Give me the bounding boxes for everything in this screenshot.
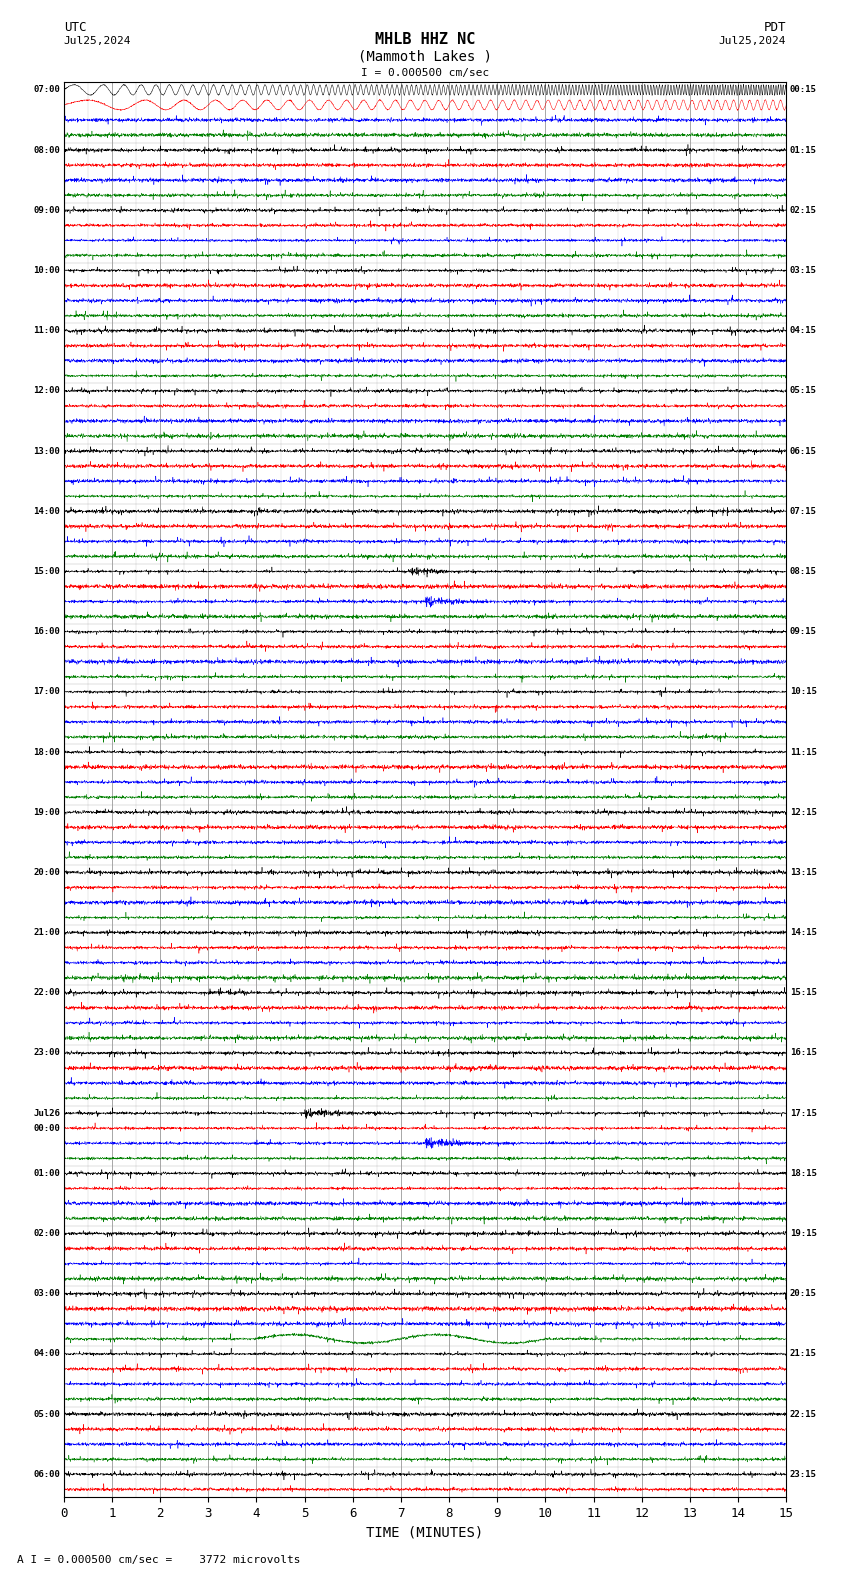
Text: 23:00: 23:00 (33, 1049, 60, 1058)
Text: 07:00: 07:00 (33, 86, 60, 95)
Text: 01:15: 01:15 (790, 146, 817, 155)
Text: 04:15: 04:15 (790, 326, 817, 336)
Text: 15:00: 15:00 (33, 567, 60, 577)
Text: 06:00: 06:00 (33, 1470, 60, 1479)
Text: 21:15: 21:15 (790, 1350, 817, 1359)
Text: 20:00: 20:00 (33, 868, 60, 878)
Text: 10:15: 10:15 (790, 687, 817, 697)
Text: Jul25,2024: Jul25,2024 (64, 36, 131, 46)
Text: Jul26: Jul26 (33, 1109, 60, 1118)
Text: 15:15: 15:15 (790, 988, 817, 998)
Text: 04:00: 04:00 (33, 1350, 60, 1359)
Text: I = 0.000500 cm/sec: I = 0.000500 cm/sec (361, 68, 489, 78)
Text: 09:15: 09:15 (790, 627, 817, 637)
Text: 08:00: 08:00 (33, 146, 60, 155)
Text: 05:00: 05:00 (33, 1410, 60, 1419)
Text: 14:00: 14:00 (33, 507, 60, 516)
Text: 11:00: 11:00 (33, 326, 60, 336)
Text: 14:15: 14:15 (790, 928, 817, 938)
Text: 20:15: 20:15 (790, 1289, 817, 1299)
Text: PDT: PDT (764, 21, 786, 33)
Text: 17:15: 17:15 (790, 1109, 817, 1118)
Text: UTC: UTC (64, 21, 86, 33)
Text: 19:15: 19:15 (790, 1229, 817, 1239)
Text: 01:00: 01:00 (33, 1169, 60, 1178)
Text: 16:00: 16:00 (33, 627, 60, 637)
Text: 06:15: 06:15 (790, 447, 817, 456)
Text: 10:00: 10:00 (33, 266, 60, 276)
Text: 18:00: 18:00 (33, 748, 60, 757)
Text: 03:00: 03:00 (33, 1289, 60, 1299)
X-axis label: TIME (MINUTES): TIME (MINUTES) (366, 1525, 484, 1540)
Text: 22:15: 22:15 (790, 1410, 817, 1419)
Text: 03:15: 03:15 (790, 266, 817, 276)
Text: 02:15: 02:15 (790, 206, 817, 215)
Text: 13:15: 13:15 (790, 868, 817, 878)
Text: 00:00: 00:00 (33, 1123, 60, 1133)
Text: Jul25,2024: Jul25,2024 (719, 36, 786, 46)
Text: 09:00: 09:00 (33, 206, 60, 215)
Text: A I = 0.000500 cm/sec =    3772 microvolts: A I = 0.000500 cm/sec = 3772 microvolts (17, 1555, 301, 1565)
Text: 12:15: 12:15 (790, 808, 817, 817)
Text: MHLB HHZ NC: MHLB HHZ NC (375, 32, 475, 46)
Text: 17:00: 17:00 (33, 687, 60, 697)
Text: 16:15: 16:15 (790, 1049, 817, 1058)
Text: (Mammoth Lakes ): (Mammoth Lakes ) (358, 49, 492, 63)
Text: 02:00: 02:00 (33, 1229, 60, 1239)
Text: 00:15: 00:15 (790, 86, 817, 95)
Text: 05:15: 05:15 (790, 386, 817, 396)
Text: 22:00: 22:00 (33, 988, 60, 998)
Text: 23:15: 23:15 (790, 1470, 817, 1479)
Text: 07:15: 07:15 (790, 507, 817, 516)
Text: 08:15: 08:15 (790, 567, 817, 577)
Text: 19:00: 19:00 (33, 808, 60, 817)
Text: 13:00: 13:00 (33, 447, 60, 456)
Text: 21:00: 21:00 (33, 928, 60, 938)
Text: 11:15: 11:15 (790, 748, 817, 757)
Text: 18:15: 18:15 (790, 1169, 817, 1178)
Text: 12:00: 12:00 (33, 386, 60, 396)
